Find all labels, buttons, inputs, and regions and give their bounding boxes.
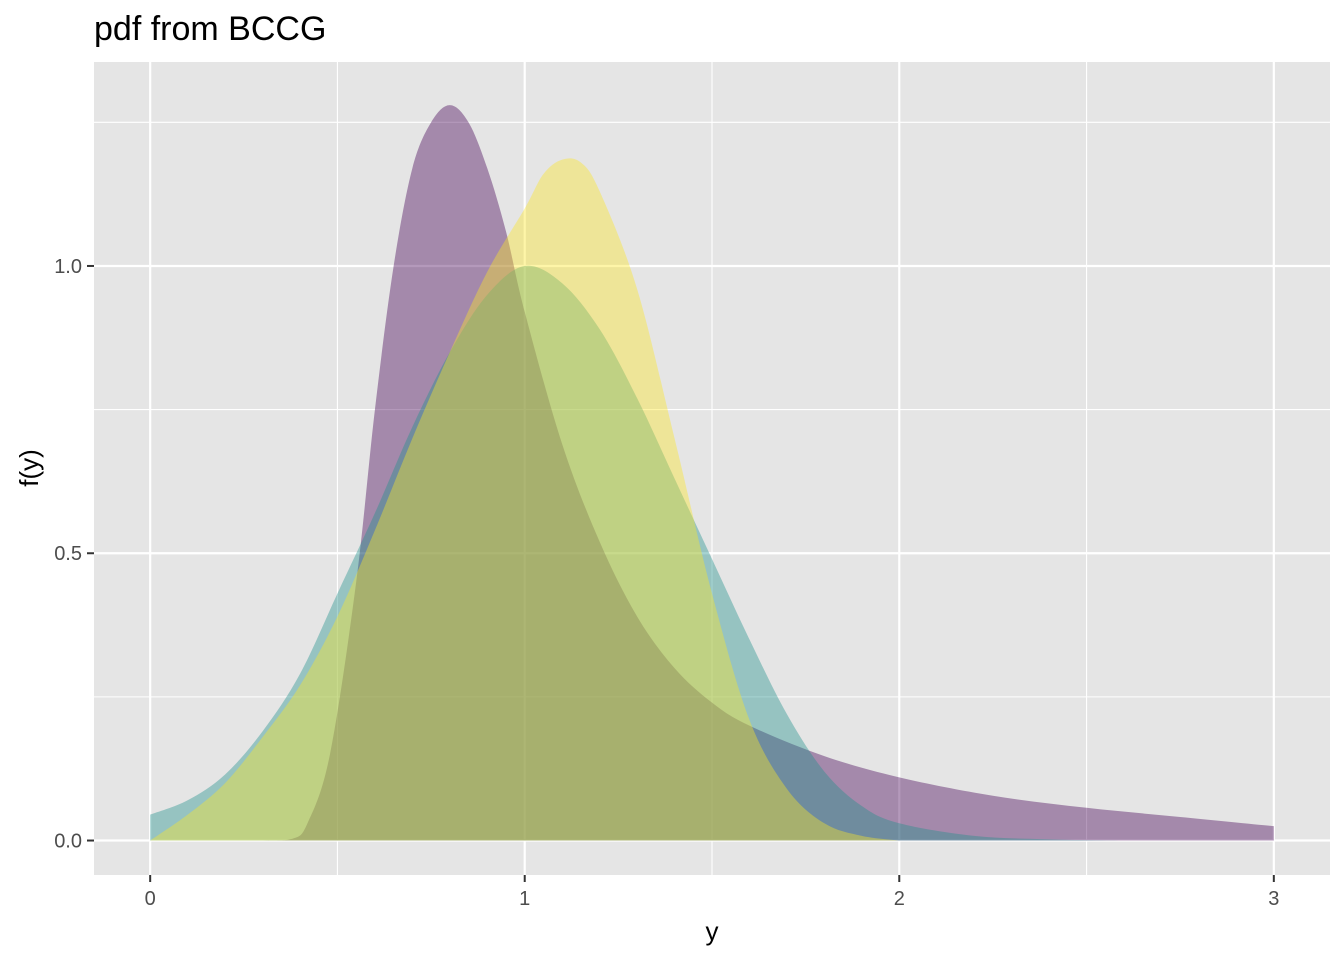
axis-tick-labels: 0 1 2 3 0.0 0.5 1.0 — [54, 256, 1279, 910]
y-axis-label: f(y) — [14, 449, 44, 487]
x-axis-label: y — [706, 916, 719, 946]
grid — [94, 62, 1330, 875]
series-areas — [150, 105, 1274, 841]
chart-title: pdf from BCCG — [94, 10, 326, 48]
x-tick-label: 1 — [519, 888, 530, 910]
y-tick-label: 1.0 — [54, 256, 82, 278]
axis-ticks — [87, 264, 1275, 882]
y-tick-label: 0.5 — [54, 543, 82, 565]
x-tick-label: 3 — [1268, 888, 1279, 910]
x-tick-label: 2 — [894, 888, 905, 910]
density-area-2 — [150, 265, 1124, 841]
x-tick-label: 0 — [145, 888, 156, 910]
density-area-3 — [150, 158, 900, 841]
y-tick-label: 0.0 — [54, 831, 82, 853]
density-area-1 — [150, 105, 1274, 841]
